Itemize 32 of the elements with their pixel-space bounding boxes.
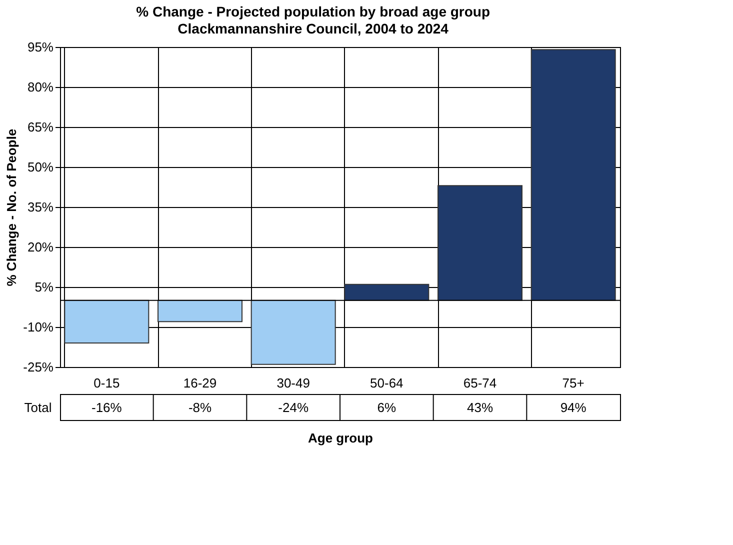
data-label: 6%	[377, 400, 396, 415]
y-tick-label: 35%	[27, 200, 54, 214]
bar	[158, 300, 242, 322]
x-axis-title: Age group	[308, 430, 374, 446]
bar	[344, 284, 430, 301]
bar	[438, 185, 522, 301]
chart-title: % Change - Projected population by broad age group	[136, 4, 490, 20]
y-axis-title: % Change - No. of People	[4, 128, 20, 286]
bar	[250, 300, 336, 365]
chart-subtitle: Clackmannanshire Council, 2004 to 2024	[178, 20, 449, 36]
y-tick-label: -10%	[23, 320, 54, 334]
bar	[64, 300, 150, 344]
y-tick-label: -25%	[23, 360, 54, 374]
data-label: 43%	[466, 400, 494, 415]
data-label: -8%	[188, 400, 212, 415]
y-tick-label: 80%	[27, 80, 54, 94]
x-tick-label: 30-49	[276, 376, 310, 390]
y-tick-label: 5%	[34, 280, 54, 294]
data-label: -16%	[91, 400, 122, 415]
y-tick-label: 95%	[27, 40, 54, 54]
y-tick-label: 65%	[27, 120, 54, 134]
data-label: -24%	[278, 400, 309, 415]
x-tick-label: 75+	[562, 376, 584, 390]
x-tick-label: 16-29	[183, 376, 217, 390]
y-tick-label: 20%	[27, 240, 54, 254]
x-tick-label: 50-64	[370, 376, 404, 390]
y-tick-label: 50%	[27, 160, 54, 174]
text: Total	[24, 400, 52, 415]
x-tick-label: 65-74	[463, 376, 497, 390]
data-label: 94%	[560, 400, 587, 415]
x-tick-label: 0-15	[94, 376, 120, 390]
bar	[530, 49, 616, 301]
